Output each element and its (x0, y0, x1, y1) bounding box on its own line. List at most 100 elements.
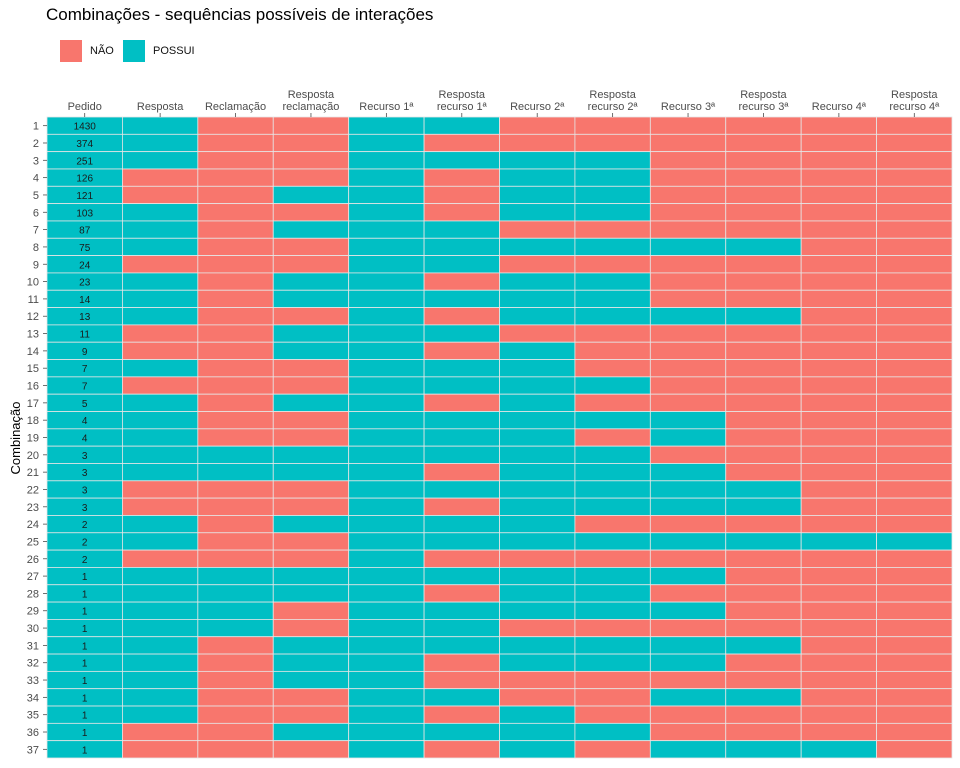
heatmap-cell (423, 722, 500, 742)
heatmap-cell (725, 515, 802, 534)
heatmap-cell (649, 549, 727, 568)
heatmap-cell (272, 549, 350, 568)
legend-label-nao: NÃO (90, 45, 114, 57)
heatmap-cell (197, 307, 274, 326)
heatmap-cell (197, 601, 274, 620)
heatmap-cell (574, 203, 651, 222)
heatmap-cell (649, 670, 727, 690)
heatmap-cell (725, 220, 802, 239)
heatmap-cell (499, 393, 576, 412)
row-tick-label: 36 (27, 727, 39, 739)
legend-swatch-possui (123, 40, 145, 62)
heatmap-cell (272, 168, 350, 187)
heatmap-cell (423, 220, 500, 239)
count-label: 7 (82, 382, 88, 393)
heatmap-cell (649, 220, 727, 239)
row-labels: 1234567891011121314151617181920212223242… (27, 121, 47, 756)
column-label: Resposta recurso 4ª (889, 89, 940, 113)
heatmap-cell (725, 740, 802, 759)
row-tick-label: 19 (27, 433, 39, 445)
heatmap-cell (272, 116, 350, 135)
heatmap-cell (272, 411, 350, 430)
heatmap-cell (272, 515, 350, 534)
heatmap-cell (876, 601, 953, 620)
heatmap-cell (800, 324, 877, 343)
heatmap-cell (348, 740, 425, 759)
heatmap-cell (348, 480, 425, 499)
heatmap-cell (122, 393, 199, 412)
heatmap-cell (876, 359, 953, 378)
heatmap-cell (876, 688, 953, 707)
heatmap-cell (348, 307, 425, 326)
heatmap-cell (574, 584, 651, 603)
heatmap-cell (122, 133, 199, 153)
row-tick-label: 31 (27, 640, 39, 652)
heatmap-cell (423, 168, 500, 187)
heatmap-cell (800, 705, 877, 724)
column-labels: Pedido Resposta Reclamação Resposta reclamaç… (68, 89, 940, 117)
column-label: Resposta recurso 2ª (588, 89, 639, 113)
heatmap-cell (272, 619, 350, 638)
heatmap-cell (649, 636, 727, 655)
heatmap-cell (122, 428, 199, 447)
heatmap-cell (122, 497, 199, 516)
heatmap-cell (197, 463, 274, 482)
heatmap-cell (348, 411, 425, 430)
heatmap-cell (197, 359, 274, 378)
heatmap-cell (423, 151, 500, 170)
heatmap-cell (649, 237, 727, 256)
heatmap-cell (272, 497, 350, 516)
heatmap-cell (272, 584, 350, 603)
heatmap-cell (197, 515, 274, 534)
heatmap-cell (272, 220, 350, 239)
heatmap-cell (272, 567, 350, 586)
heatmap-cell (574, 653, 651, 672)
heatmap-cell (499, 151, 576, 170)
count-label: 2 (82, 555, 88, 566)
heatmap-cell (800, 497, 877, 516)
count-label: 2 (82, 520, 88, 531)
row-tick-label: 23 (27, 502, 39, 514)
heatmap-cell (122, 185, 199, 205)
heatmap-cell (122, 151, 199, 170)
heatmap-cell (725, 116, 802, 135)
heatmap-cell (725, 428, 802, 447)
heatmap-cell (122, 619, 199, 638)
heatmap-cell (800, 168, 877, 187)
heatmap-cell (197, 584, 274, 603)
row-tick-label: 8 (33, 242, 39, 254)
heatmap-cell (574, 116, 651, 135)
heatmap-cell (423, 116, 500, 135)
heatmap-cell (725, 255, 802, 274)
heatmap-cell (272, 151, 350, 170)
heatmap-cell (197, 722, 274, 742)
heatmap-cell (876, 463, 953, 482)
heatmap-cell (272, 740, 350, 759)
heatmap-cell (348, 151, 425, 170)
heatmap-cell (348, 272, 425, 291)
heatmap-cell (499, 636, 576, 655)
heatmap-cell (423, 324, 500, 343)
heatmap-cell (197, 341, 274, 360)
heatmap-cell (423, 203, 500, 222)
heatmap-cell (348, 133, 425, 153)
count-label: 374 (76, 139, 93, 150)
heatmap-cell (876, 740, 953, 759)
column-label: Pedido (68, 101, 102, 113)
heatmap-cell (649, 688, 727, 707)
heatmap-cell (876, 237, 953, 256)
heatmap-cell (499, 168, 576, 187)
heatmap-cell (800, 722, 877, 742)
heatmap-cell (876, 289, 953, 308)
heatmap-cell (348, 359, 425, 378)
heatmap-cell (725, 653, 802, 672)
heatmap-cell (574, 549, 651, 568)
heatmap-cell (574, 688, 651, 707)
count-label: 126 (76, 174, 93, 185)
row-tick-label: 28 (27, 588, 39, 600)
heatmap-cell (725, 532, 802, 551)
heatmap-cell (574, 289, 651, 308)
heatmap-cell (649, 601, 727, 620)
heatmap-cell (876, 532, 953, 551)
